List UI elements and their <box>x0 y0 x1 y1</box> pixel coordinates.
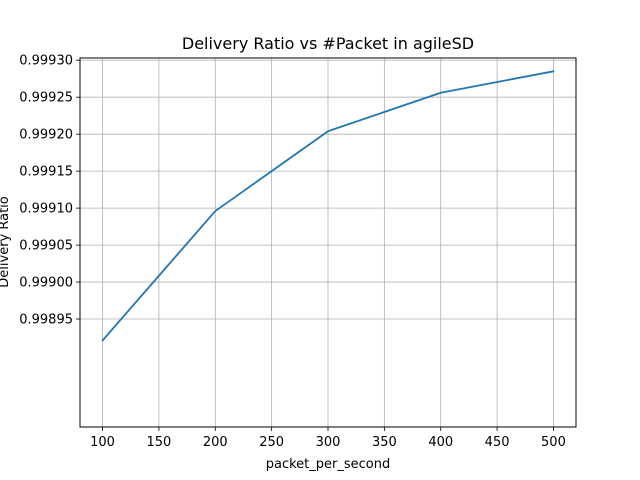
x-tick-label: 300 <box>316 435 341 450</box>
y-axis: 0.99895 0.99900 0.99905 0.99910 0.99915 0.999… <box>19 54 80 328</box>
x-tick-label: 500 <box>541 435 566 450</box>
y-tick-label: 0.99905 <box>19 239 73 254</box>
x-axis: 100 150 200 250 300 350 400 450 500 <box>90 427 566 450</box>
series-layer <box>101 70 555 342</box>
x-tick-label: 350 <box>372 435 397 450</box>
x-axis-label: packet_per_second <box>266 457 390 472</box>
x-tick-label: 250 <box>259 435 284 450</box>
x-tick-label: 150 <box>146 435 171 450</box>
y-tick-label: 0.99930 <box>19 54 73 69</box>
y-tick-label: 0.99920 <box>19 128 73 143</box>
y-tick-label: 0.99915 <box>19 165 73 180</box>
x-tick-label: 200 <box>203 435 228 450</box>
x-tick-label: 100 <box>90 435 115 450</box>
grid <box>80 58 576 427</box>
y-axis-label: Delivery Ratio <box>0 196 12 288</box>
x-tick-label: 400 <box>428 435 453 450</box>
y-tick-label: 0.99895 <box>19 313 73 328</box>
y-tick-label: 0.99910 <box>19 202 73 217</box>
y-tick-label: 0.99900 <box>19 276 73 291</box>
x-tick-label: 450 <box>485 435 510 450</box>
chart-title: Delivery Ratio vs #Packet in agileSD <box>182 34 474 53</box>
y-tick-label: 0.99925 <box>19 91 73 106</box>
